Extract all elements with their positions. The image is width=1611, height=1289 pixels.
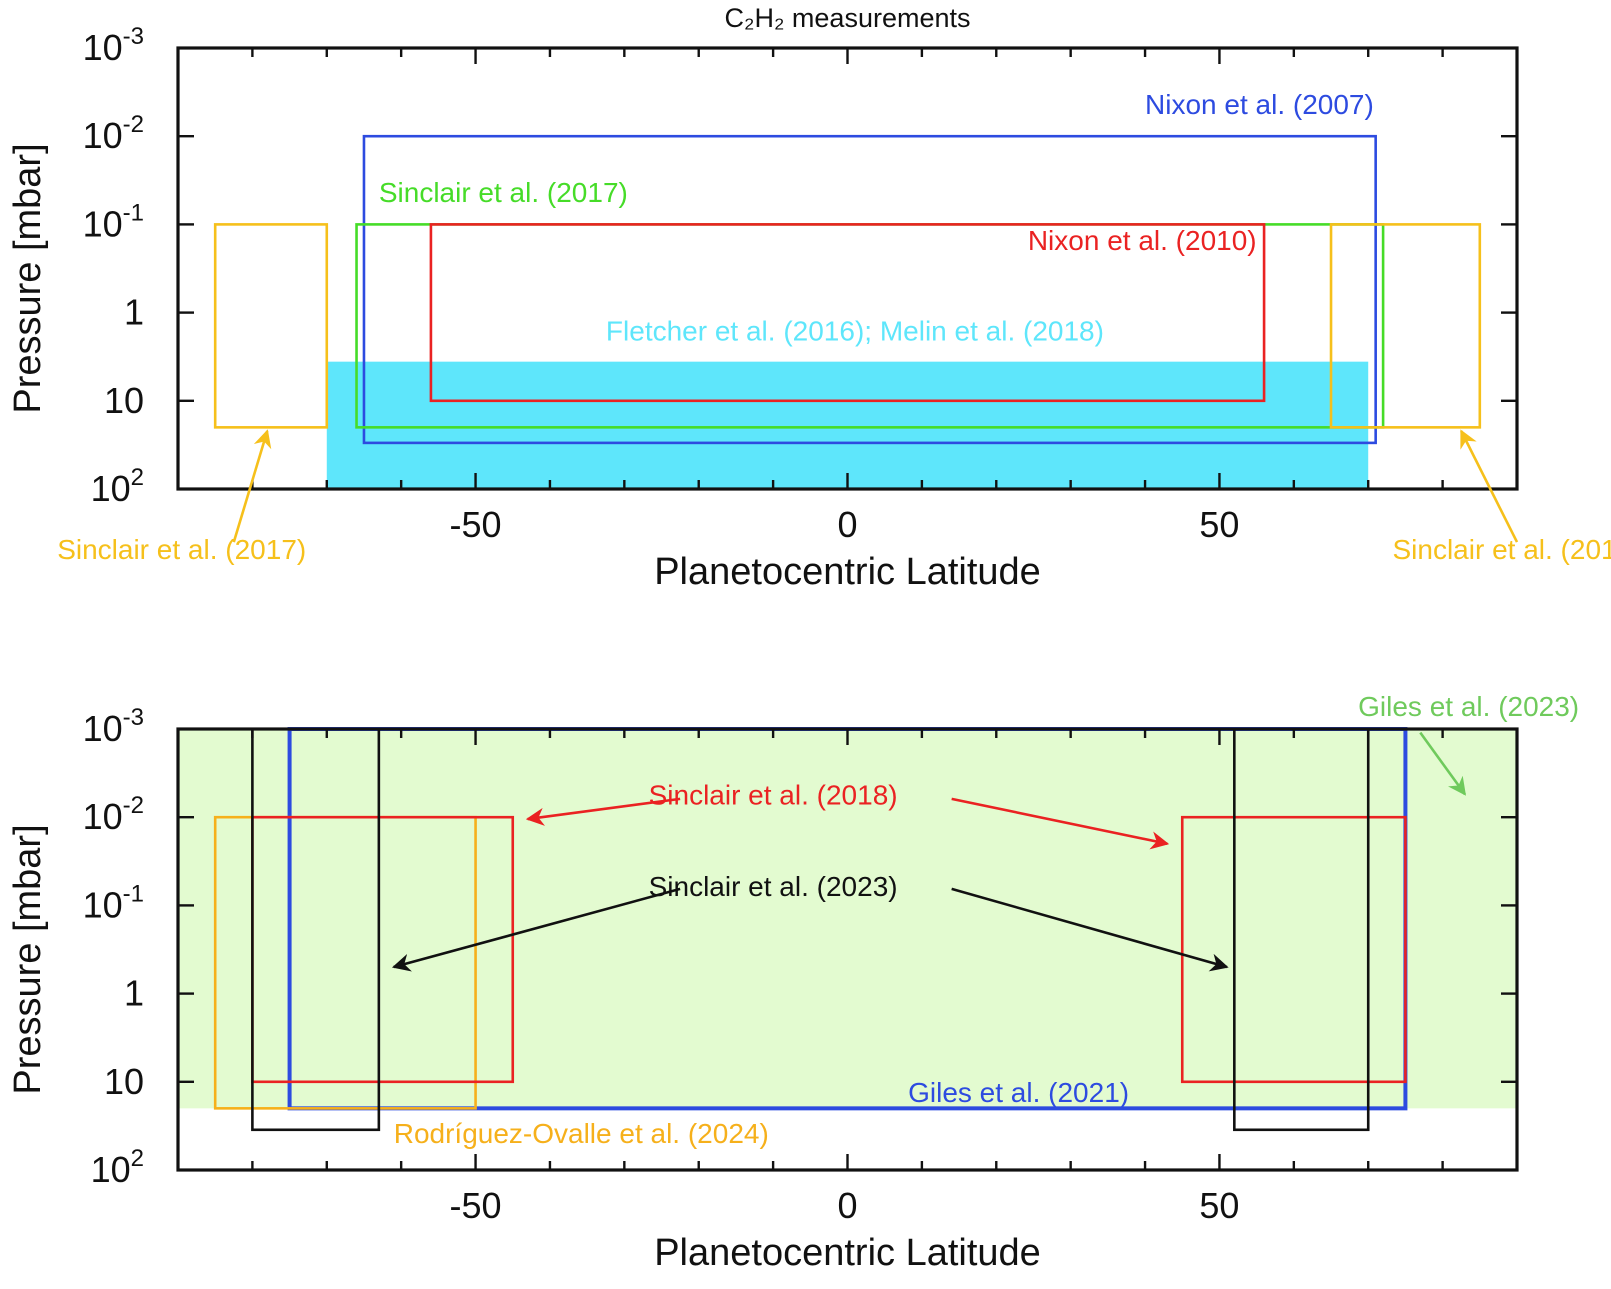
y-axis-label: Pressure [mbar] [7,143,49,413]
annotation-arrow [525,797,681,826]
y-tick-label: 10 [104,1061,144,1102]
y-tick-label: 102 [91,464,144,509]
range-box [429,223,1266,403]
range-box [326,361,1369,489]
y-tick-label: 10-3 [83,704,144,749]
y-tick-label: 10-1 [83,880,144,925]
x-axis-label: Planetocentric Latitude [654,551,1041,593]
annotation-arrow [1460,429,1519,543]
y-tick-label: 10-2 [83,792,144,837]
range-box [362,134,1377,445]
annotation-label: Fletcher et al. (2016); Melin et al. (20… [606,316,1104,347]
annotation-label: Nixon et al. (2007) [1145,89,1374,120]
annotation-label: Rodríguez-Ovalle et al. (2024) [394,1118,769,1149]
range-box [178,729,1517,1109]
annotation-label: Sinclair et al. (2017) [379,177,628,208]
x-tick-label: 0 [837,1185,857,1226]
annotation-label: Sinclair et al. (2023) [649,871,898,902]
x-tick-label: 50 [1199,1185,1239,1226]
y-tick-label: 1 [124,292,144,333]
range-box [1180,815,1407,1084]
x-tick-label: 50 [1199,504,1239,545]
annotation-arrow [951,887,1229,972]
y-tick-label: 102 [91,1145,144,1190]
annotation-arrow [951,797,1170,850]
panel-bottom: -50 0 50 10-3 10-2 10-1 1 10 102 Planetocentric L… [7,691,1579,1274]
y-axis-label: Pressure [mbar] [7,824,49,1094]
range-box [213,223,329,429]
annotation-label: Sinclair et al. (2017) [57,534,306,565]
annotation-arrow [232,429,272,543]
y-tick-label: 1 [124,973,144,1014]
annotation-arrow [391,887,681,972]
annotation-label: Nixon et al. (2010) [1028,225,1257,256]
x-tick-label: -50 [450,504,502,545]
annotation-label: Giles et al. (2021) [908,1077,1129,1108]
y-tick-label: 10-1 [83,199,144,244]
range-box [1329,223,1482,429]
x-tick-label: 0 [837,504,857,545]
panel-top: C₂H₂ measurements -50 0 50 10-3 10-2 10-1 1 10 10… [7,3,1611,593]
y-tick-label: 10-2 [83,111,144,156]
annotation-label: Sinclair et al. (2017) [1392,534,1611,565]
y-tick-label: 10 [104,380,144,421]
annotation-label: Giles et al. (2023) [1358,691,1579,722]
chart-title: C₂H₂ measurements [724,3,970,33]
x-tick-label: -50 [450,1185,502,1226]
annotation-label: Sinclair et al. (2018) [649,779,898,810]
y-tick-label: 10-3 [83,23,144,68]
annotation-arrow [1419,731,1466,796]
x-axis-label: Planetocentric Latitude [654,1232,1041,1274]
